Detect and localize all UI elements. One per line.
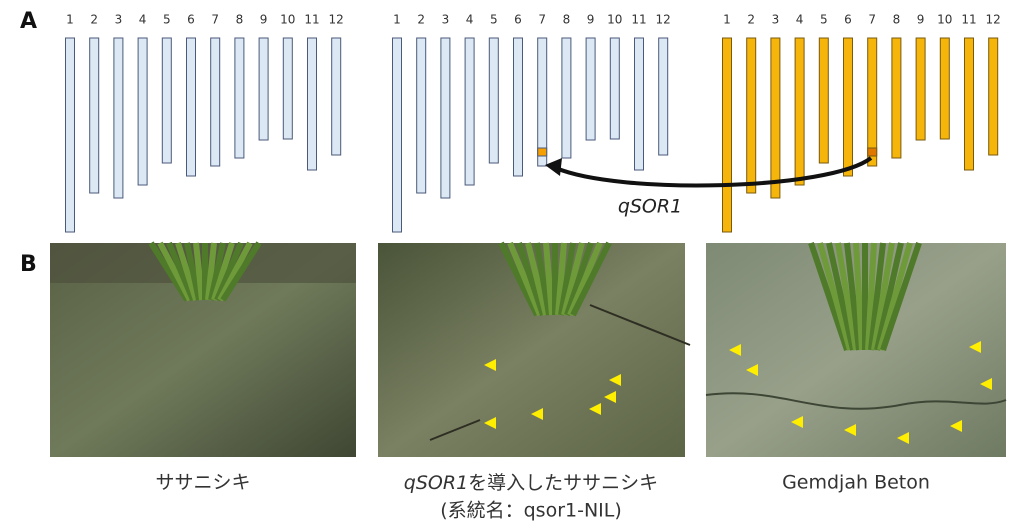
chromosome xyxy=(723,38,732,232)
chromosome xyxy=(989,38,998,155)
chromosome xyxy=(916,38,925,140)
introgression xyxy=(868,148,877,156)
chromosome-number: 5 xyxy=(490,13,498,27)
caption: qSOR1を導入したササニシキ xyxy=(404,472,658,494)
chromosome xyxy=(114,38,123,198)
chromosome-number: 4 xyxy=(796,13,804,27)
gene-label: qSOR1 xyxy=(618,196,682,218)
chromosome-number: 11 xyxy=(631,13,646,27)
chromosome-number: 2 xyxy=(747,13,755,27)
chromosome xyxy=(465,38,474,185)
chromosome-number: 9 xyxy=(260,13,268,27)
chromosome-number: 10 xyxy=(280,13,295,27)
chromosome-number: 10 xyxy=(937,13,952,27)
chromosome xyxy=(562,38,571,158)
chromosome-number: 12 xyxy=(656,13,671,27)
chromosome-number: 3 xyxy=(772,13,780,27)
chromosome-number: 12 xyxy=(986,13,1001,27)
chromosome-number: 3 xyxy=(442,13,450,27)
chromosome xyxy=(138,38,147,185)
chromosome xyxy=(235,38,244,158)
chromosome xyxy=(795,38,804,185)
chromosome xyxy=(514,38,523,176)
chromosome-number: 9 xyxy=(917,13,925,27)
chromosome-number: 6 xyxy=(844,13,852,27)
chromosome-number: 1 xyxy=(393,13,401,27)
chromosome-number: 5 xyxy=(820,13,828,27)
chromosome-number: 8 xyxy=(893,13,901,27)
chromosome xyxy=(747,38,756,193)
chromosome xyxy=(610,38,619,139)
panel-label: B xyxy=(20,252,37,277)
chromosome xyxy=(66,38,75,232)
chromosome-number: 6 xyxy=(514,13,522,27)
chromosome-number: 1 xyxy=(723,13,731,27)
chromosome xyxy=(441,38,450,198)
chromosome-number: 11 xyxy=(961,13,976,27)
chromosome xyxy=(819,38,828,163)
chromosome xyxy=(417,38,426,193)
panel-label: A xyxy=(20,9,37,34)
caption: (系統名：qsor1-NIL) xyxy=(440,500,622,522)
caption-text: を導入したササニシキ xyxy=(468,472,658,494)
chromosome-number: 11 xyxy=(304,13,319,27)
chromosome-number: 7 xyxy=(868,13,876,27)
chromosome xyxy=(635,38,644,170)
caption: Gemdjah Beton xyxy=(782,472,930,494)
chromosome xyxy=(393,38,402,232)
chromosome xyxy=(162,38,171,163)
figure: A B 123456789101112123456789101112123456… xyxy=(0,0,1009,527)
chromosome xyxy=(844,38,853,176)
chromosome xyxy=(332,38,341,155)
chromosome xyxy=(187,38,196,176)
caption: ササニシキ xyxy=(155,472,250,494)
chromosome-number: 4 xyxy=(139,13,147,27)
chromosome xyxy=(940,38,949,139)
chromosome xyxy=(586,38,595,140)
chromosome xyxy=(211,38,220,166)
chromosome xyxy=(892,38,901,158)
caption-gene: qSOR1 xyxy=(404,472,468,494)
chromosome xyxy=(90,38,99,193)
chromosome xyxy=(283,38,292,139)
chromosome-number: 4 xyxy=(466,13,474,27)
chromosome xyxy=(659,38,668,155)
chromosome-number: 7 xyxy=(538,13,546,27)
chromosome xyxy=(771,38,780,198)
chromosome xyxy=(965,38,974,170)
chromosome xyxy=(489,38,498,163)
chromosome xyxy=(259,38,268,140)
arrowhead xyxy=(545,158,562,176)
chromosome xyxy=(308,38,317,170)
chromosome-number: 5 xyxy=(163,13,171,27)
chromosome-number: 10 xyxy=(607,13,622,27)
chromosome-number: 8 xyxy=(236,13,244,27)
chromosome-number: 8 xyxy=(563,13,571,27)
introgression xyxy=(538,148,547,156)
chromosome-number: 3 xyxy=(115,13,123,27)
chromosome xyxy=(538,38,547,166)
chromosome-number: 7 xyxy=(211,13,219,27)
chromosome-number: 2 xyxy=(417,13,425,27)
chromosome-number: 2 xyxy=(90,13,98,27)
chromosome xyxy=(868,38,877,166)
chromosome-number: 6 xyxy=(187,13,195,27)
chromosome-number: 1 xyxy=(66,13,74,27)
chromosome-number: 9 xyxy=(587,13,595,27)
chromosome-number: 12 xyxy=(329,13,344,27)
